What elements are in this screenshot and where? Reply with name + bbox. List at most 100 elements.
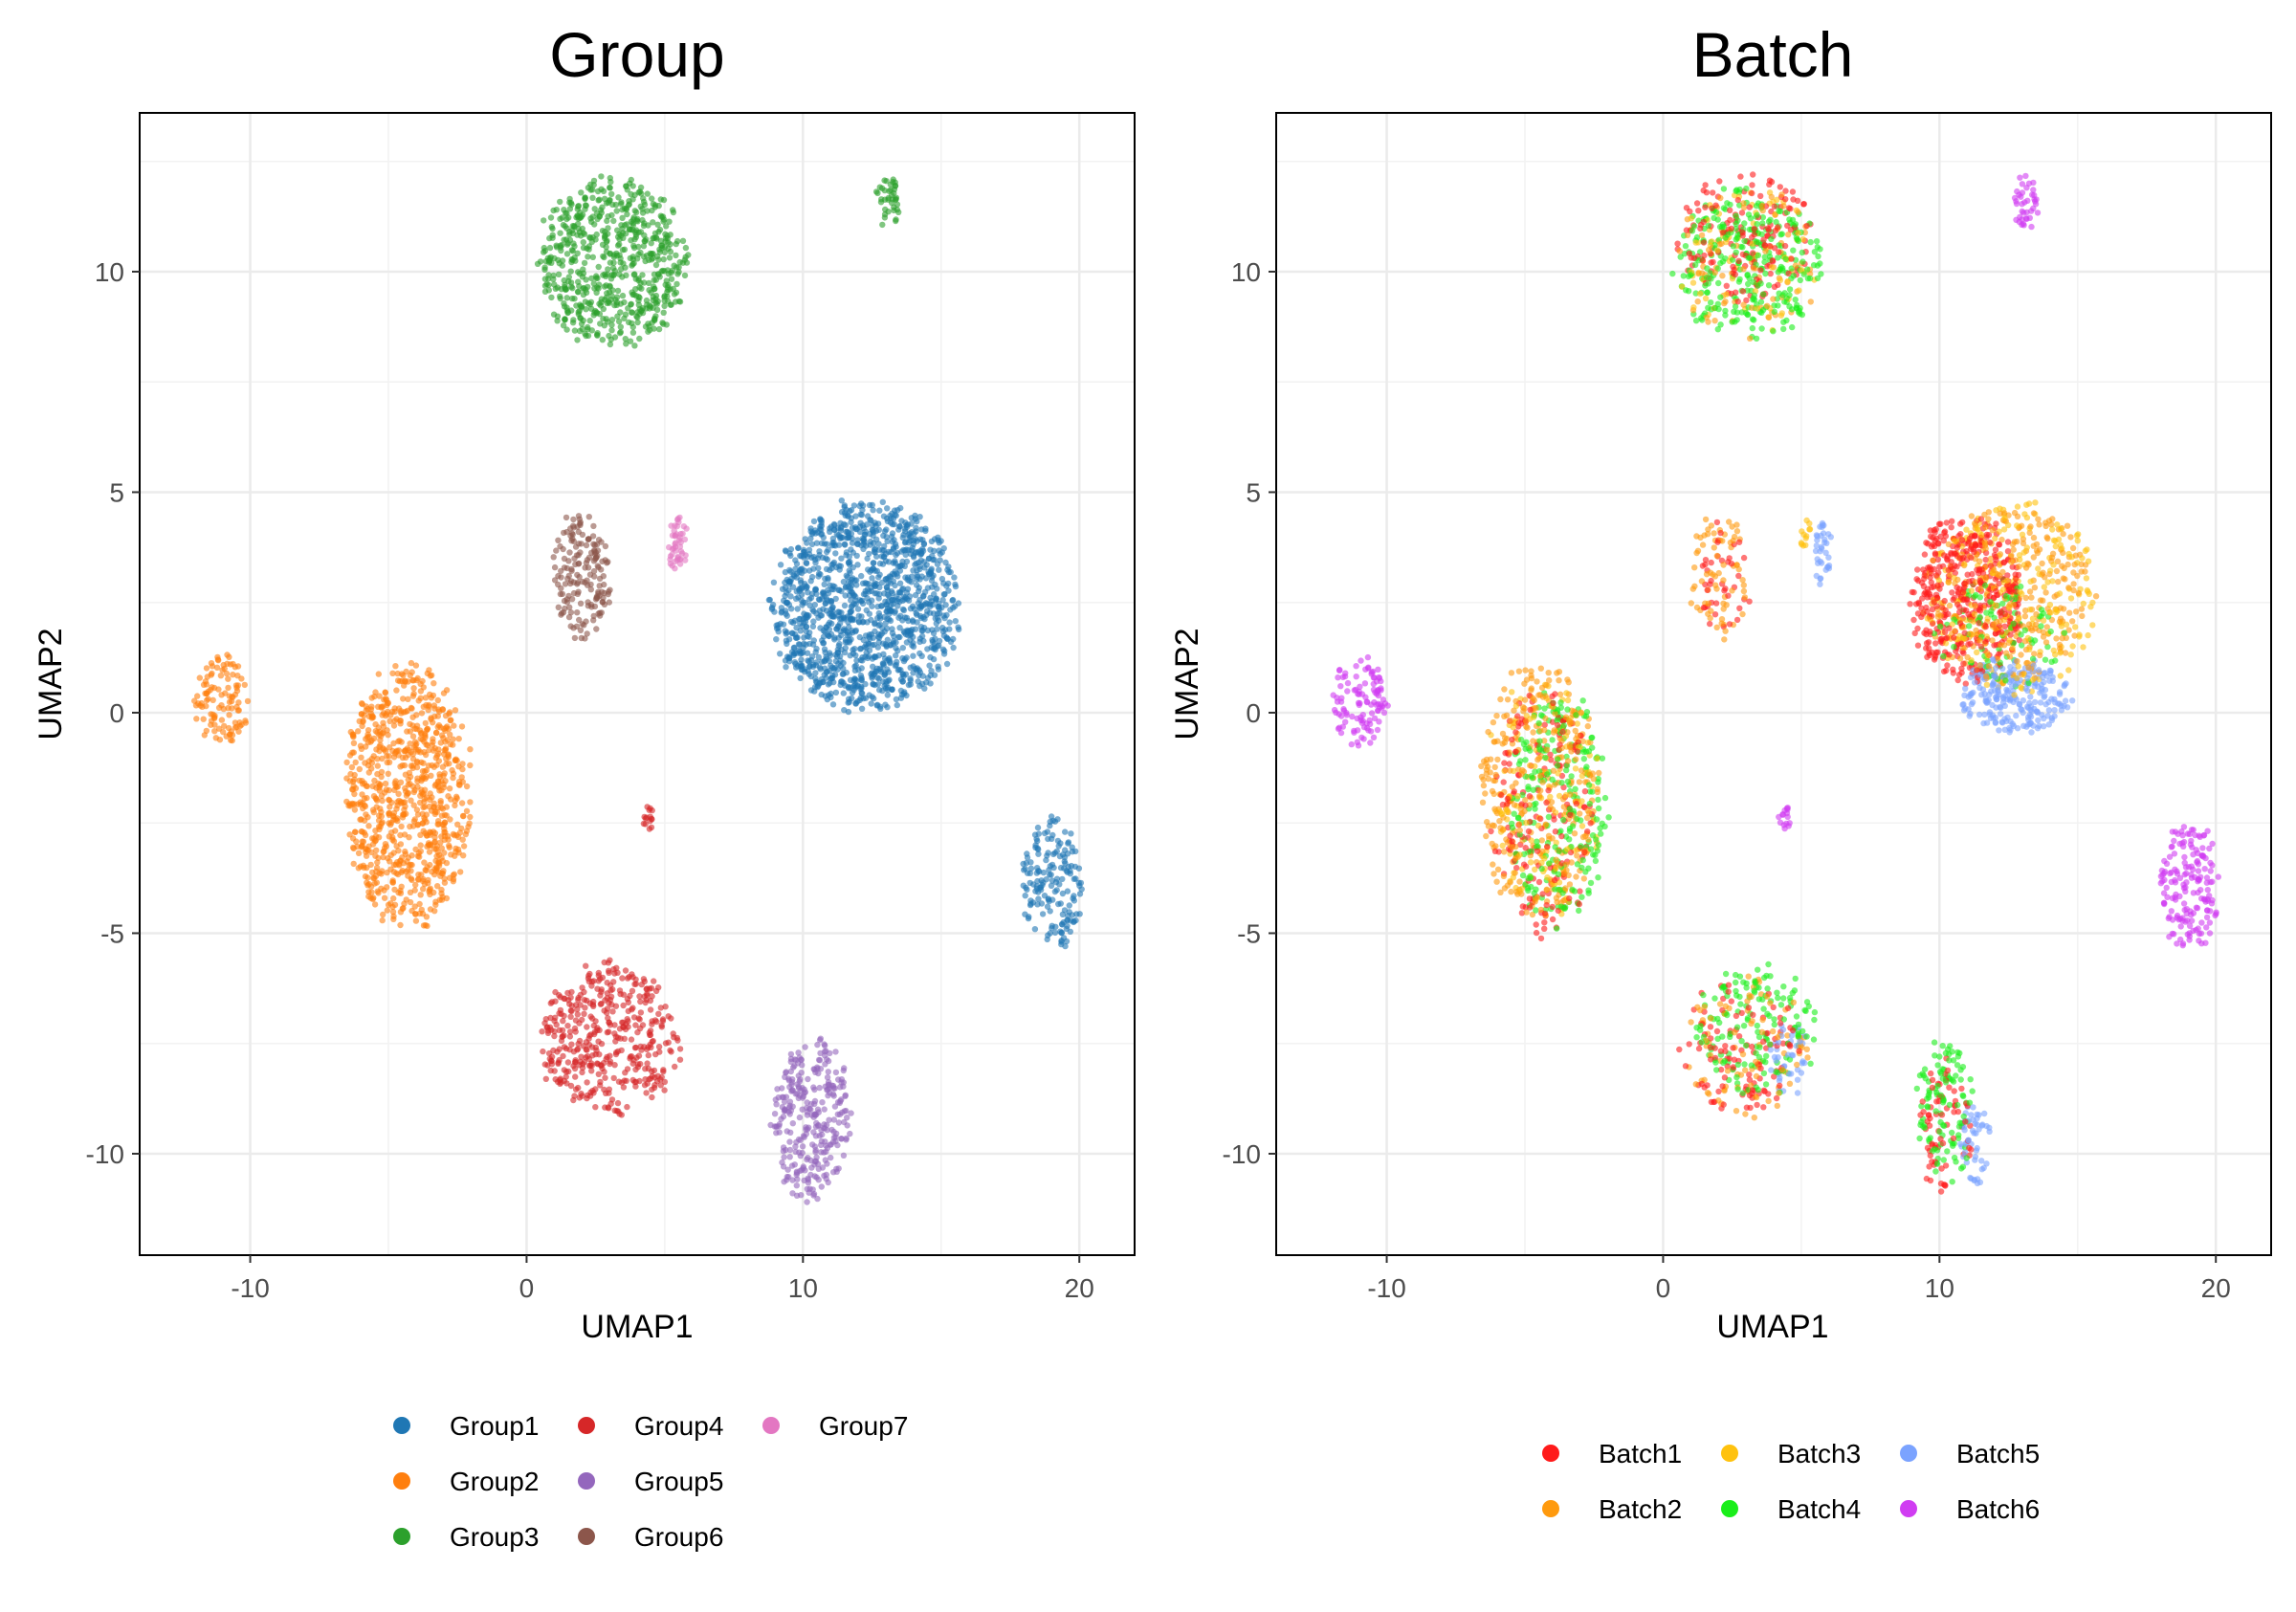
group-point-group2 xyxy=(226,725,232,731)
group-point-group1 xyxy=(1054,887,1060,893)
group-point-group3 xyxy=(602,322,607,328)
group-point-group3 xyxy=(568,279,574,285)
group-point-group2 xyxy=(385,907,390,913)
group-point-group5 xyxy=(818,1127,824,1133)
group-point-group1 xyxy=(867,531,872,537)
group-point-group1 xyxy=(800,645,806,651)
group-point-group3 xyxy=(671,286,676,292)
group-point-group1 xyxy=(1062,828,1068,834)
group-point-group3 xyxy=(628,227,633,232)
group-point-group2 xyxy=(389,834,395,840)
group-point-group6 xyxy=(607,599,612,605)
group-point-group2 xyxy=(363,849,368,854)
group-point-group3 xyxy=(588,276,594,281)
group-x-tick-label: 10 xyxy=(788,1273,818,1303)
group-point-group5 xyxy=(784,1128,790,1134)
group-point-group4 xyxy=(601,1060,607,1066)
group-point-group2 xyxy=(365,727,371,733)
group-point-group1 xyxy=(1056,881,1062,887)
group-point-group1 xyxy=(824,670,829,675)
group-point-group2 xyxy=(398,909,404,915)
group-point-group4 xyxy=(579,1017,585,1023)
group-point-group2 xyxy=(434,883,440,889)
group-point-group1 xyxy=(918,551,924,557)
group-point-group2 xyxy=(381,849,386,854)
group-point-group3 xyxy=(566,196,572,202)
group-point-group4 xyxy=(660,1016,666,1022)
group-point-group1 xyxy=(951,574,957,580)
group-point-group1 xyxy=(827,650,832,655)
group-point-group3 xyxy=(549,235,555,241)
group-point-group5 xyxy=(835,1076,841,1082)
group-point-group2 xyxy=(398,710,404,716)
batch-point-batch5 xyxy=(1957,1141,1963,1147)
group-point-group2 xyxy=(467,799,473,805)
group-point-group1 xyxy=(832,550,838,556)
group-point-group3 xyxy=(616,272,622,277)
group-point-group2 xyxy=(393,784,399,790)
group-point-group2 xyxy=(397,922,403,928)
group-point-group1 xyxy=(827,680,832,686)
group-point-group5 xyxy=(802,1044,807,1049)
group-point-group2 xyxy=(211,716,217,721)
group-point-group1 xyxy=(910,619,916,625)
group-point-group3 xyxy=(575,279,581,285)
group-point-group3 xyxy=(608,212,614,218)
batch-point-batch4 xyxy=(1522,757,1528,762)
group-point-group4 xyxy=(552,1015,558,1021)
group-point-group2 xyxy=(463,831,469,837)
group-point-group4 xyxy=(666,1013,672,1019)
group-point-group2 xyxy=(380,917,386,923)
group-point-group5 xyxy=(796,1085,802,1091)
group-point-group2 xyxy=(420,886,426,892)
group-point-group2 xyxy=(375,762,381,768)
group-point-group1 xyxy=(824,549,829,555)
group-point-group1 xyxy=(906,578,912,584)
group-point-group3 xyxy=(547,245,553,251)
group-point-group2 xyxy=(202,732,208,738)
group-point-group4 xyxy=(596,1071,602,1077)
group-point-group2 xyxy=(450,741,455,747)
group-point-group1 xyxy=(1027,901,1033,907)
group-point-group3 xyxy=(673,241,679,247)
group-point-group1 xyxy=(797,553,803,559)
group-point-group1 xyxy=(847,508,852,514)
batch-point-batch4 xyxy=(1780,983,1786,989)
group-point-group1 xyxy=(857,646,863,651)
group-point-group2 xyxy=(386,744,392,750)
group-point-group4 xyxy=(615,1100,621,1106)
group-point-group1 xyxy=(1035,851,1041,857)
group-point-group7 xyxy=(682,557,688,563)
group-point-group2 xyxy=(426,747,431,753)
group-point-group6 xyxy=(566,549,572,555)
group-point-group1 xyxy=(1054,849,1060,854)
group-point-group5 xyxy=(773,1101,779,1107)
group-point-group1 xyxy=(851,502,857,508)
group-point-group1 xyxy=(806,596,812,602)
group-point-group1 xyxy=(847,567,852,573)
group-point-group2 xyxy=(351,861,357,867)
group-point-group1 xyxy=(885,580,891,585)
group-point-group1 xyxy=(867,611,872,617)
group-point-group1 xyxy=(798,656,804,662)
group-point-group3 xyxy=(562,277,567,283)
group-point-group1 xyxy=(869,575,874,581)
group-point-group3 xyxy=(615,242,621,248)
group-point-group3 xyxy=(594,232,600,237)
batch-point-batch1 xyxy=(1714,519,1720,525)
group-point-group3 xyxy=(594,216,600,222)
group-point-group1 xyxy=(838,588,844,594)
group-point-group3 xyxy=(661,197,667,203)
group-legend-key-group3 xyxy=(393,1528,410,1545)
group-point-group5 xyxy=(784,1094,789,1100)
group-point-group1 xyxy=(916,678,921,684)
group-point-group3 xyxy=(582,232,587,237)
group-point-group1 xyxy=(798,597,804,603)
group-point-group1 xyxy=(919,653,925,659)
group-point-group4 xyxy=(572,1066,578,1071)
group-point-group5 xyxy=(786,1077,792,1083)
group-point-group2 xyxy=(347,778,353,784)
group-point-group4 xyxy=(551,1033,557,1039)
batch-point-batch2 xyxy=(1721,636,1727,642)
